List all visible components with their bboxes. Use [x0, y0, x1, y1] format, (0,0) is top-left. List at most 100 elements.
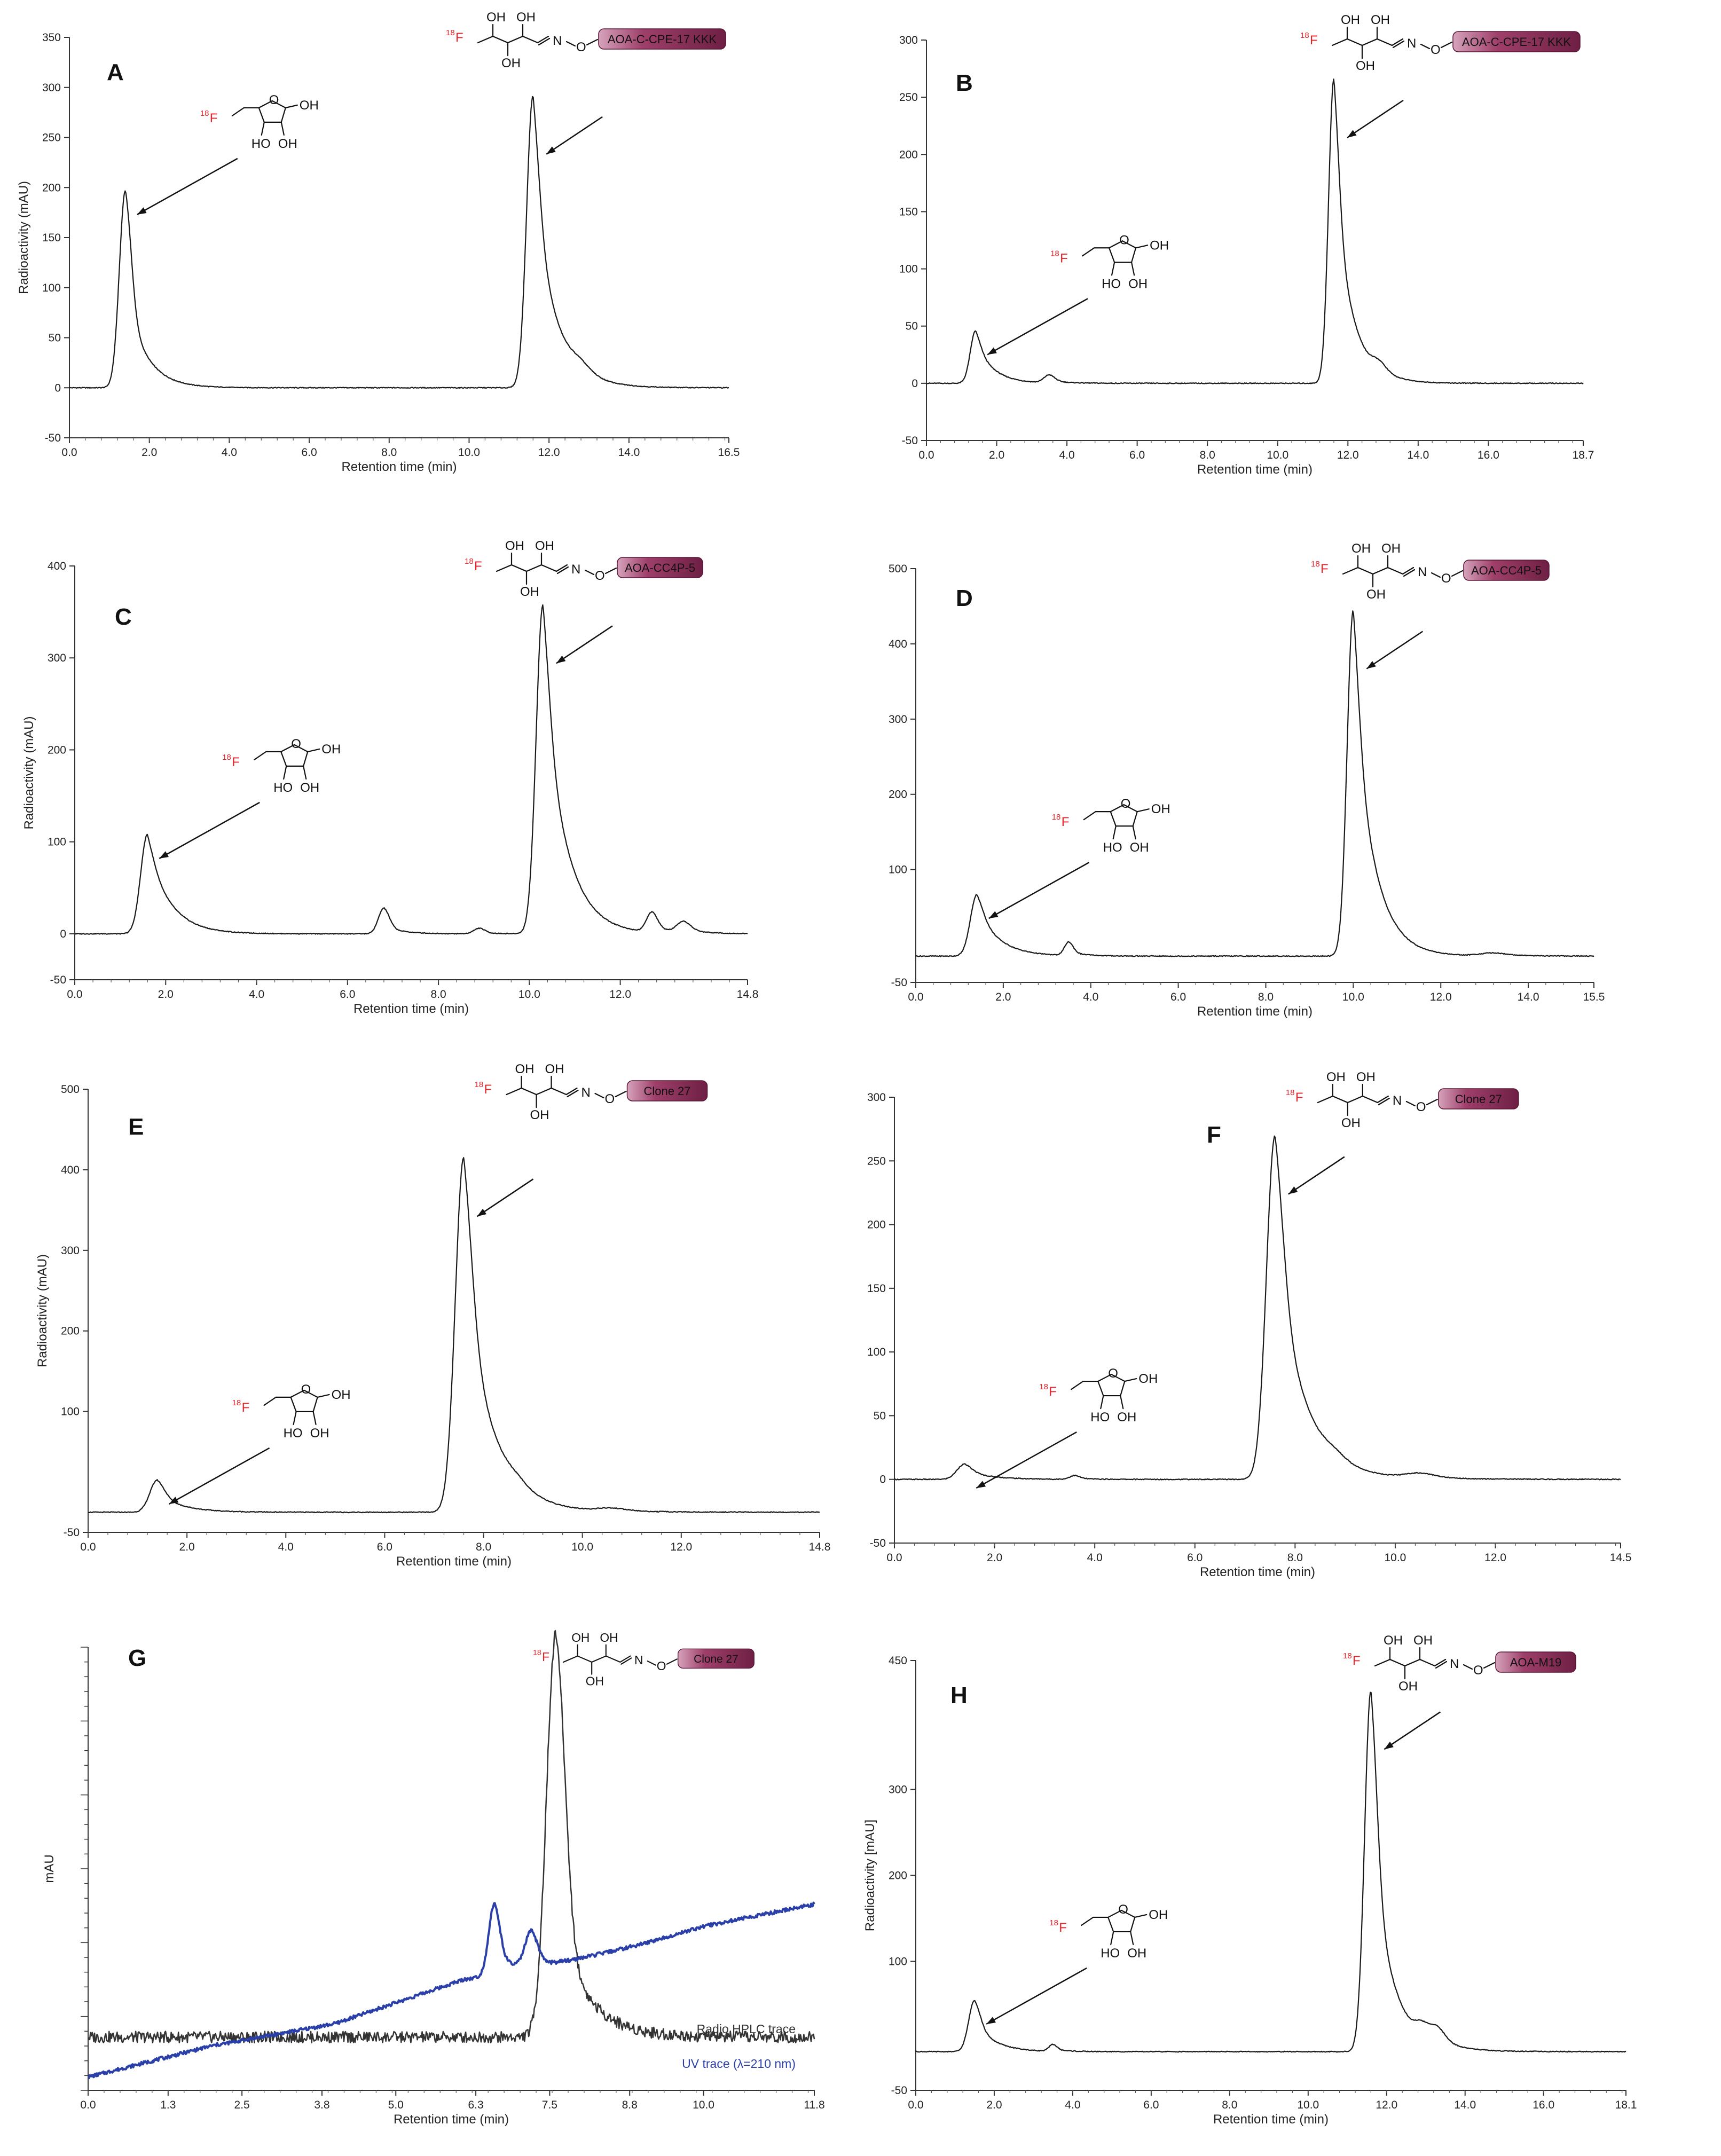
arrow-to-fluororibose-peak-head — [169, 1497, 179, 1504]
svg-text:O: O — [605, 1092, 615, 1106]
x-tick-label: 0.0 — [908, 991, 923, 1003]
svg-text:18: 18 — [222, 753, 231, 762]
x-axis-label: Retention time (min) — [1213, 2112, 1329, 2127]
panel-letter: C — [115, 604, 132, 630]
arrow-to-conjugate-peak — [476, 1178, 534, 1217]
peptide-tag-label: Clone 27 — [643, 1084, 690, 1098]
x-tick-label: 8.0 — [476, 1541, 491, 1553]
x-axis-label: Retention time (min) — [1197, 462, 1313, 477]
y-tick-label: 300 — [61, 1245, 80, 1257]
x-tick-label: 0.0 — [918, 449, 934, 461]
x-tick-label: 12.0 — [670, 1541, 692, 1553]
svg-text:18: 18 — [533, 1649, 541, 1657]
peptide-tag-label: AOA-M19 — [1510, 1656, 1562, 1669]
arrow-to-conjugate-peak — [1366, 631, 1424, 670]
svg-text:F: F — [542, 1650, 549, 1664]
peptide-tag-label: AOA-CC4P-5 — [1471, 564, 1542, 577]
y-tick-label: 250 — [899, 91, 918, 104]
legend-uv-trace: UV trace (λ=210 nm) — [682, 2057, 796, 2071]
svg-text:OH: OH — [1128, 277, 1148, 291]
x-axis-label: Retention time (min) — [353, 1002, 469, 1016]
y-axis-label: Radioactivity (mAU) — [35, 1254, 50, 1367]
x-tick-label: 6.0 — [377, 1541, 392, 1553]
panel-letter: A — [107, 59, 124, 85]
svg-text:OH: OH — [1356, 1070, 1376, 1084]
x-tick-label: 2.5 — [234, 2099, 250, 2111]
x-tick-label: 6.3 — [468, 2099, 484, 2111]
svg-text:OH: OH — [300, 98, 319, 113]
svg-text:18: 18 — [1311, 560, 1320, 569]
svg-text:F: F — [1310, 33, 1318, 48]
y-tick-label: 100 — [48, 836, 66, 848]
x-tick-label: 3.8 — [314, 2099, 329, 2111]
x-tick-label: 2.0 — [986, 2099, 1002, 2111]
panel-letter: G — [128, 1645, 146, 1671]
peptide-tag-label: AOA-C-CPE-17 KKK — [608, 33, 717, 46]
svg-text:18: 18 — [475, 1080, 484, 1089]
y-tick-label: 200 — [889, 1870, 907, 1882]
arrow-to-conjugate-peak-head — [477, 1208, 487, 1217]
peptide-tag-box — [1463, 560, 1550, 581]
svg-text:HO: HO — [273, 781, 293, 795]
svg-text:HO: HO — [1101, 1946, 1120, 1961]
svg-text:OH: OH — [300, 781, 319, 795]
svg-text:F: F — [474, 559, 482, 573]
uv-trace-line — [88, 1901, 815, 2080]
svg-text:F: F — [210, 111, 218, 125]
svg-text:OH: OH — [1151, 802, 1170, 816]
arrow-to-fluororibose-peak-head — [987, 347, 997, 355]
x-tick-label: 2.0 — [995, 991, 1011, 1003]
panel-letter: E — [128, 1114, 144, 1140]
x-tick-label: 14.8 — [809, 1541, 831, 1553]
svg-text:F: F — [232, 755, 240, 769]
x-tick-label: 0.0 — [80, 1541, 96, 1553]
arrow-to-conjugate-peak — [1347, 99, 1404, 138]
y-axis-label: mAU — [42, 1854, 57, 1883]
panel-letter: B — [956, 70, 973, 96]
x-tick-label: 11.8 — [804, 2099, 824, 2111]
svg-text:HO: HO — [284, 1426, 303, 1441]
arrow-to-conjugate-peak — [1288, 1156, 1345, 1195]
y-tick-label: 150 — [867, 1282, 886, 1295]
radio-trace-line — [915, 610, 1594, 957]
fluororibose-structure-H: O OH HO OH 18 F — [1049, 1902, 1168, 1961]
y-tick-label: 200 — [899, 148, 918, 161]
y-tick-label: -50 — [891, 2084, 907, 2097]
svg-text:18: 18 — [446, 28, 455, 37]
y-tick-label: 500 — [61, 1083, 80, 1096]
x-tick-label: 8.0 — [1200, 449, 1215, 461]
svg-text:OH: OH — [1130, 840, 1149, 855]
arrow-to-fluororibose-peak-head — [988, 911, 999, 919]
svg-text:O: O — [301, 1382, 311, 1397]
x-tick-label: 16.0 — [1478, 449, 1499, 461]
y-tick-label: 250 — [42, 132, 61, 144]
svg-text:18: 18 — [1343, 1651, 1352, 1661]
y-tick-label: 150 — [899, 206, 918, 218]
x-tick-label: 10.0 — [1297, 2099, 1319, 2111]
svg-text:OH: OH — [1127, 1946, 1146, 1961]
radio-trace-line — [69, 96, 729, 389]
svg-text:OH: OH — [1351, 541, 1371, 556]
x-tick-label: 8.0 — [430, 988, 446, 1001]
x-tick-label: 2.0 — [158, 988, 174, 1001]
y-tick-label: 200 — [61, 1325, 80, 1337]
svg-text:OH: OH — [1341, 13, 1360, 27]
x-tick-label: 10.0 — [518, 988, 540, 1001]
y-tick-label: 100 — [42, 282, 61, 294]
arrow-to-fluororibose-peak — [137, 158, 238, 215]
svg-text:O: O — [1118, 1902, 1128, 1917]
chart-panel-g: 0.0 1.3 2.5 3.8 5.0 6.3 7.5 8.8 10.0 11.8 Retentio… — [42, 1630, 825, 2127]
x-tick-label: 0.0 — [908, 2099, 923, 2111]
svg-text:OH: OH — [571, 1631, 590, 1644]
svg-text:F: F — [1062, 815, 1070, 829]
svg-text:OH: OH — [545, 1062, 564, 1076]
svg-text:F: F — [1295, 1090, 1303, 1105]
svg-text:18: 18 — [232, 1398, 241, 1407]
y-tick-label: 150 — [42, 232, 61, 244]
svg-text:OH: OH — [1356, 59, 1375, 73]
svg-text:F: F — [455, 30, 463, 45]
svg-text:O: O — [269, 93, 279, 107]
y-tick-label: 300 — [889, 713, 907, 726]
svg-text:18: 18 — [465, 557, 474, 566]
x-tick-label: 10.0 — [1384, 1552, 1406, 1564]
